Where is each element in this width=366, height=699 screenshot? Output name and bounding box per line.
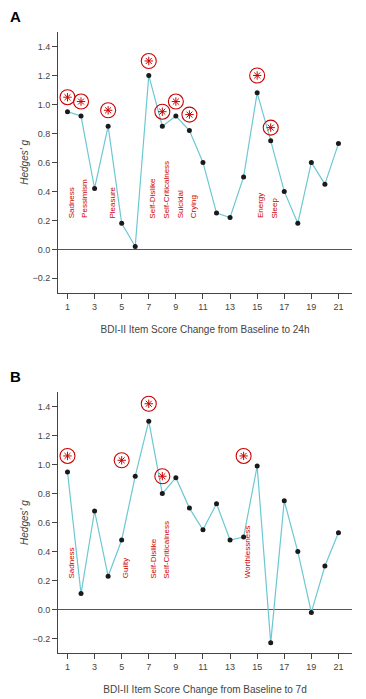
- svg-text:0.0: 0.0: [38, 605, 51, 615]
- svg-text:9: 9: [173, 302, 178, 312]
- svg-text:BDI-II Item Score Change from: BDI-II Item Score Change from Baseline t…: [103, 684, 306, 695]
- svg-text:Energy: Energy: [256, 193, 265, 218]
- svg-text:Sadness: Sadness: [67, 547, 76, 578]
- svg-text:19: 19: [306, 302, 316, 312]
- svg-text:1.0: 1.0: [38, 100, 51, 110]
- svg-text:Crying: Crying: [189, 195, 198, 218]
- svg-text:BDI-II Item Score Change from: BDI-II Item Score Change from Baseline t…: [101, 324, 310, 335]
- svg-text:0.6: 0.6: [38, 518, 51, 528]
- svg-text:1: 1: [65, 302, 70, 312]
- svg-text:1.2: 1.2: [38, 431, 51, 441]
- svg-text:B: B: [10, 368, 21, 385]
- svg-text:Self-Criticalness: Self-Criticalness: [162, 521, 171, 579]
- svg-text:21: 21: [333, 662, 343, 672]
- svg-text:1: 1: [65, 662, 70, 672]
- svg-text:0.0: 0.0: [38, 245, 51, 255]
- svg-text:5: 5: [119, 662, 124, 672]
- svg-text:Suicidal: Suicidal: [176, 190, 185, 218]
- svg-text:13: 13: [225, 662, 235, 672]
- svg-text:Pessimism: Pessimism: [80, 179, 89, 218]
- svg-text:Pleasure: Pleasure: [108, 186, 117, 218]
- svg-text:11: 11: [198, 662, 207, 672]
- svg-text:17: 17: [279, 662, 289, 672]
- svg-text:−0.2: −0.2: [32, 634, 50, 644]
- svg-text:0.4: 0.4: [38, 187, 51, 197]
- svg-text:7: 7: [146, 302, 151, 312]
- svg-text:3: 3: [92, 662, 97, 672]
- svg-text:Sadness: Sadness: [67, 187, 76, 218]
- svg-text:13: 13: [225, 302, 235, 312]
- svg-text:Worthlessness: Worthlessness: [243, 526, 252, 578]
- svg-text:Guilty: Guilty: [121, 558, 130, 578]
- svg-text:5: 5: [119, 302, 124, 312]
- svg-text:0.2: 0.2: [38, 216, 51, 226]
- svg-text:Self-Criticalness: Self-Criticalness: [162, 161, 171, 219]
- svg-text:15: 15: [252, 302, 262, 312]
- svg-text:17: 17: [279, 302, 289, 312]
- svg-text:9: 9: [173, 662, 178, 672]
- svg-text:0.4: 0.4: [38, 547, 51, 557]
- svg-text:1.0: 1.0: [38, 460, 51, 470]
- svg-text:0.8: 0.8: [38, 129, 51, 139]
- svg-text:21: 21: [333, 302, 343, 312]
- svg-text:Hedges' g: Hedges' g: [19, 140, 30, 185]
- svg-text:−0.2: −0.2: [32, 273, 50, 283]
- svg-text:1.4: 1.4: [38, 402, 51, 412]
- svg-text:Self-Dislike: Self-Dislike: [148, 178, 157, 219]
- svg-text:0.6: 0.6: [38, 158, 51, 168]
- svg-text:A: A: [10, 8, 21, 25]
- svg-text:Self-Dislike: Self-Dislike: [149, 538, 158, 579]
- svg-text:19: 19: [306, 662, 316, 672]
- svg-text:3: 3: [92, 302, 97, 312]
- svg-text:1.4: 1.4: [38, 42, 51, 52]
- svg-text:Hedges' g: Hedges' g: [19, 500, 30, 545]
- svg-text:15: 15: [252, 662, 262, 672]
- svg-text:0.8: 0.8: [38, 489, 51, 499]
- svg-text:1.2: 1.2: [38, 71, 51, 81]
- svg-text:Sleep: Sleep: [270, 198, 279, 219]
- svg-text:0.2: 0.2: [38, 576, 51, 586]
- svg-text:7: 7: [146, 662, 151, 672]
- svg-text:11: 11: [198, 302, 207, 312]
